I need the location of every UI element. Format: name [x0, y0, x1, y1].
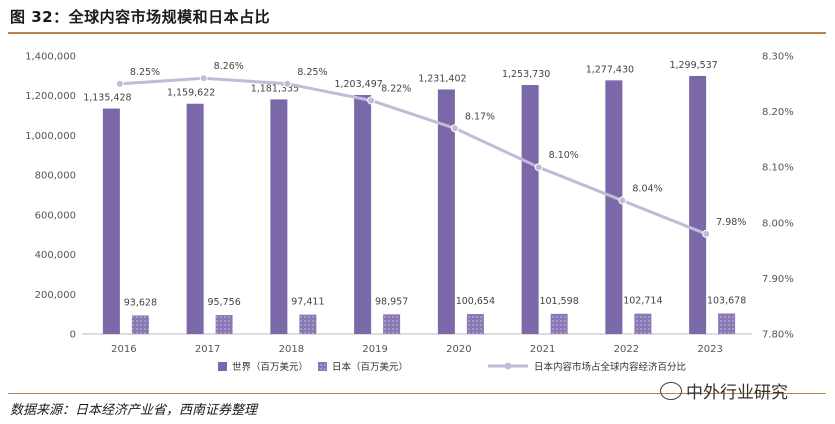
wechat-icon: [660, 382, 682, 400]
legend-world-label: 世界（百万美元）: [232, 361, 308, 373]
japan-value-label: 98,957: [375, 296, 408, 307]
x-tick-label: 2016: [111, 344, 136, 355]
share-point: [283, 79, 292, 88]
y-left-tick-label: 400,000: [35, 250, 76, 261]
y-right-tick-label: 8.10%: [762, 163, 794, 174]
share-value-label: 8.22%: [381, 83, 411, 94]
share-point: [199, 74, 208, 83]
japan-bar: [131, 315, 149, 334]
y-left-tick-label: 1,200,000: [25, 91, 76, 102]
world-value-label: 1,277,430: [586, 64, 634, 75]
japan-bar: [550, 313, 568, 334]
share-point: [618, 196, 627, 205]
japan-value-label: 93,628: [124, 297, 157, 308]
y-left-tick-label: 1,400,000: [25, 52, 76, 63]
source-note: 数据来源：日本经济产业省，西南证券整理: [10, 403, 258, 418]
world-value-label: 1,159,622: [167, 88, 215, 99]
x-tick-label: 2020: [446, 344, 471, 355]
x-tick-label: 2021: [530, 344, 555, 355]
chart-title: 图 32：全球内容市场规模和日本占比: [10, 8, 271, 26]
japan-bar: [299, 314, 317, 334]
x-tick-label: 2023: [697, 344, 722, 355]
share-value-label: 8.04%: [632, 184, 662, 195]
watermark-text: 中外行业研究: [686, 383, 788, 403]
world-value-label: 1,253,730: [502, 69, 550, 80]
y-left-tick-label: 0: [70, 330, 76, 341]
share-point: [702, 229, 711, 238]
footer-divider: [8, 393, 826, 394]
share-value-label: 8.26%: [214, 61, 244, 72]
y-left-tick-label: 200,000: [35, 290, 76, 301]
world-value-label: 1,181,335: [251, 83, 299, 94]
japan-bar: [634, 313, 652, 334]
y-right-tick-label: 7.90%: [762, 274, 794, 285]
title-divider: [8, 32, 826, 34]
world-bar: [689, 75, 707, 334]
y-left-tick-label: 600,000: [35, 210, 76, 221]
x-tick-label: 2022: [614, 344, 639, 355]
legend-share-marker: [504, 362, 512, 370]
watermark: 中外行业研究: [660, 378, 788, 403]
world-bar: [521, 85, 539, 334]
world-bar: [270, 99, 288, 334]
share-value-label: 7.98%: [716, 217, 746, 228]
japan-value-label: 100,654: [456, 296, 495, 307]
world-bar: [354, 95, 372, 334]
share-point: [450, 124, 459, 133]
y-right-tick-label: 7.80%: [762, 330, 794, 341]
japan-value-label: 97,411: [291, 297, 324, 308]
japan-bar: [466, 314, 484, 334]
y-right-tick-label: 8.00%: [762, 218, 794, 229]
japan-value-label: 103,678: [707, 295, 746, 306]
share-point: [115, 79, 124, 88]
world-bar: [102, 108, 120, 334]
japan-bar: [383, 314, 401, 334]
y-right-tick-label: 8.20%: [762, 107, 794, 118]
legend-japan-label: 日本（百万美元）: [332, 361, 408, 373]
world-bar: [437, 89, 455, 334]
legend-japan-swatch: [318, 362, 327, 371]
world-value-label: 1,135,428: [83, 93, 131, 104]
share-line: [119, 76, 707, 236]
share-point: [534, 163, 543, 172]
y-left-tick-label: 1,000,000: [25, 131, 76, 142]
y-left-tick-label: 800,000: [35, 171, 76, 182]
legend-share-label: 日本内容市场占全球内容经济百分比: [534, 361, 686, 373]
y-right-tick-label: 8.30%: [762, 52, 794, 63]
share-point: [367, 96, 376, 105]
world-value-label: 1,231,402: [418, 73, 466, 84]
x-tick-label: 2017: [195, 344, 220, 355]
share-value-label: 8.25%: [130, 67, 160, 78]
x-tick-label: 2018: [279, 344, 304, 355]
share-value-label: 8.17%: [465, 111, 495, 122]
japan-value-label: 95,756: [208, 297, 241, 308]
world-bar: [605, 80, 623, 334]
japan-value-label: 101,598: [539, 296, 578, 307]
legend-world-swatch: [218, 362, 227, 371]
japan-value-label: 102,714: [623, 296, 662, 307]
world-bar: [186, 103, 204, 334]
world-value-label: 1,299,537: [669, 60, 717, 71]
japan-bar: [215, 314, 233, 334]
x-tick-label: 2019: [362, 344, 387, 355]
japan-bar: [718, 313, 736, 334]
share-value-label: 8.10%: [549, 150, 579, 161]
world-value-label: 1,203,497: [334, 79, 382, 90]
share-value-label: 8.25%: [297, 67, 327, 78]
